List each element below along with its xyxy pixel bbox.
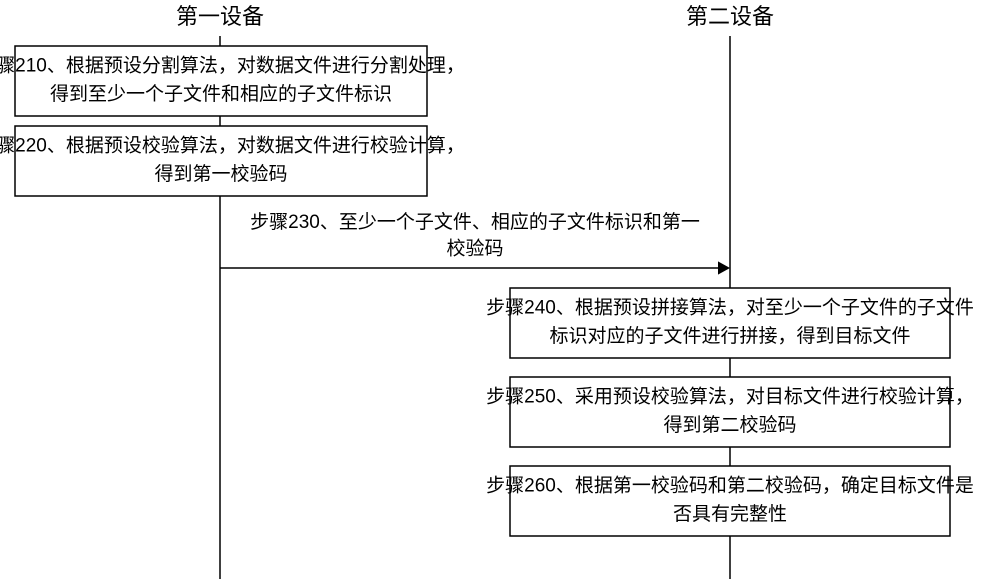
step-text: 得到至少一个子文件和相应的子文件标识 [50, 83, 392, 105]
message-step230: 步骤230、至少一个子文件、相应的子文件标识和第一校验码 [220, 211, 730, 275]
arrow-head-icon [718, 261, 730, 274]
lifeline-header: 第二设备 [686, 4, 774, 29]
step-box-step250: 步骤250、采用预设校验算法，对目标文件进行校验计算， 得到第二校验码 [486, 377, 974, 447]
message-text: 步骤230、至少一个子文件、相应的子文件标识和第一 [250, 211, 700, 233]
lifeline-header: 第一设备 [176, 4, 264, 29]
step-text: 得到第二校验码 [663, 414, 796, 436]
step-text: 步骤250、采用预设校验算法，对目标文件进行校验计算， [486, 386, 974, 408]
message-text: 校验码 [446, 238, 503, 260]
step-text: 否具有完整性 [673, 503, 787, 525]
step-text: 步骤260、根据第一校验码和第二校验码，确定目标文件是 [486, 475, 974, 497]
step-text: 步骤220、根据预设校验算法，对数据文件进行校验计算， [0, 135, 465, 157]
step-text: 标识对应的子文件进行拼接，得到目标文件 [549, 325, 910, 347]
step-box-step210: 步骤210、根据预设分割算法，对数据文件进行分割处理， 得到至少一个子文件和相应的… [0, 46, 465, 116]
step-text: 得到第一校验码 [154, 163, 287, 185]
step-text: 步骤240、根据预设拼接算法，对至少一个子文件的子文件 [486, 297, 974, 319]
sequence-diagram: 第一设备 第二设备步骤210、根据预设分割算法，对数据文件进行分割处理， 得到至少一… [0, 0, 1000, 579]
step-box-step260: 步骤260、根据第一校验码和第二校验码，确定目标文件是否具有完整性 [486, 466, 974, 536]
step-box-step220: 步骤220、根据预设校验算法，对数据文件进行校验计算， 得到第一校验码 [0, 126, 465, 196]
step-text: 步骤210、根据预设分割算法，对数据文件进行分割处理， [0, 55, 465, 77]
step-box-step240: 步骤240、根据预设拼接算法，对至少一个子文件的子文件标识对应的子文件进行拼接，… [486, 288, 974, 358]
